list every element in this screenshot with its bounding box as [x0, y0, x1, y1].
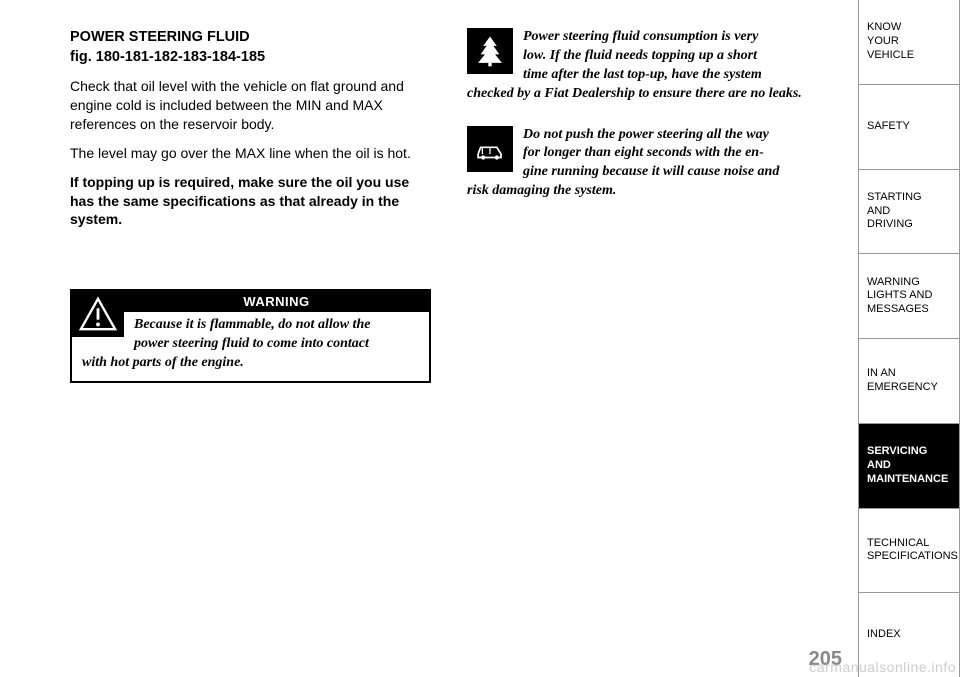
section-heading: POWER STEERING FLUID fig. 180-181-182-18…	[70, 28, 431, 67]
paragraph-3: If topping up is required, make sure the…	[70, 173, 431, 230]
watermark: carmanualsonline.info	[809, 659, 956, 675]
car-line-2: for longer than eight seconds with the e…	[467, 144, 828, 163]
eco-line-4: checked by a Fiat Dealership to ensure t…	[467, 86, 802, 101]
warning-line-2: power steering fluid to come into contac…	[82, 335, 419, 354]
tab-emergency[interactable]: IN ANEMERGENCY	[859, 339, 960, 424]
paragraph-1: Check that oil level with the vehicle on…	[70, 77, 431, 134]
warning-label: WARNING	[124, 291, 429, 312]
paragraph-2: The level may go over the MAX line when …	[70, 144, 431, 163]
car-line-1: Do not push the power steering all the w…	[467, 126, 828, 145]
warning-text: Because it is flammable, do not allow th…	[72, 312, 429, 381]
heading-line-2: fig. 180-181-182-183-184-185	[70, 49, 265, 65]
warning-box: WARNING Because it is flammable, do not …	[70, 289, 431, 383]
eco-note: Power steering fluid consumption is very…	[467, 28, 828, 104]
car-line-3: gine running because it will cause noise…	[467, 163, 828, 182]
caution-note: Do not push the power steering all the w…	[467, 126, 828, 202]
warning-triangle-icon	[72, 291, 124, 337]
tab-safety[interactable]: SAFETY	[859, 85, 960, 170]
tab-know-your-vehicle[interactable]: KNOWYOURVEHICLE	[859, 0, 960, 85]
heading-line-1: POWER STEERING FLUID	[70, 29, 250, 45]
eco-line-1: Power steering fluid consumption is very	[467, 28, 828, 47]
car-line-4: risk damaging the system.	[467, 183, 616, 198]
tab-starting-and-driving[interactable]: STARTINGANDDRIVING	[859, 170, 960, 255]
warning-line-1: Because it is flammable, do not allow th…	[82, 316, 419, 335]
page: POWER STEERING FLUID fig. 180-181-182-18…	[0, 0, 960, 677]
tab-servicing-maintenance[interactable]: SERVICINGANDMAINTENANCE	[859, 424, 960, 509]
section-tabs: KNOWYOURVEHICLE SAFETY STARTINGANDDRIVIN…	[858, 0, 960, 677]
car-icon	[467, 126, 513, 172]
eco-line-2: low. If the fluid needs topping up a sho…	[467, 47, 828, 66]
eco-line-3: time after the last top-up, have the sys…	[467, 66, 828, 85]
caution-text: Do not push the power steering all the w…	[467, 126, 828, 202]
warning-line-3: with hot parts of the engine.	[82, 355, 244, 370]
tab-technical-specs[interactable]: TECHNICALSPECIFICATIONS	[859, 509, 960, 594]
tab-warning-lights[interactable]: WARNINGLIGHTS ANDMESSAGES	[859, 254, 960, 339]
tree-icon	[467, 28, 513, 74]
right-column: Power steering fluid consumption is very…	[467, 28, 828, 677]
eco-text: Power steering fluid consumption is very…	[467, 28, 828, 104]
content-area: POWER STEERING FLUID fig. 180-181-182-18…	[0, 0, 858, 677]
left-column: POWER STEERING FLUID fig. 180-181-182-18…	[70, 28, 431, 677]
